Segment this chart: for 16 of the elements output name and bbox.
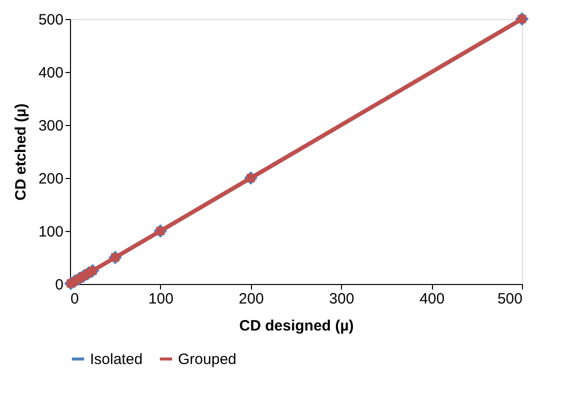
y-axis-title: CD etched (µ) xyxy=(12,104,30,200)
y-tick-label: 0 xyxy=(55,276,64,294)
legend-label: Isolated xyxy=(90,351,143,368)
x-tick-label: 500 xyxy=(497,290,522,308)
y-tick-label: 400 xyxy=(38,64,64,82)
y-tick-label: 500 xyxy=(38,12,64,28)
x-tick-label: 200 xyxy=(238,290,264,308)
x-tick-label: 0 xyxy=(70,290,79,308)
y-tick-label: 200 xyxy=(38,170,64,188)
x-tick-label: 100 xyxy=(148,290,174,308)
y-tick-label: 100 xyxy=(38,224,64,240)
x-axis-title: CD designed (µ) xyxy=(239,318,354,334)
x-tick-label: 300 xyxy=(329,290,354,308)
x-tick-label: 400 xyxy=(420,290,445,308)
y-tick-label: 300 xyxy=(38,118,64,134)
legend-label: Grouped xyxy=(178,351,236,368)
